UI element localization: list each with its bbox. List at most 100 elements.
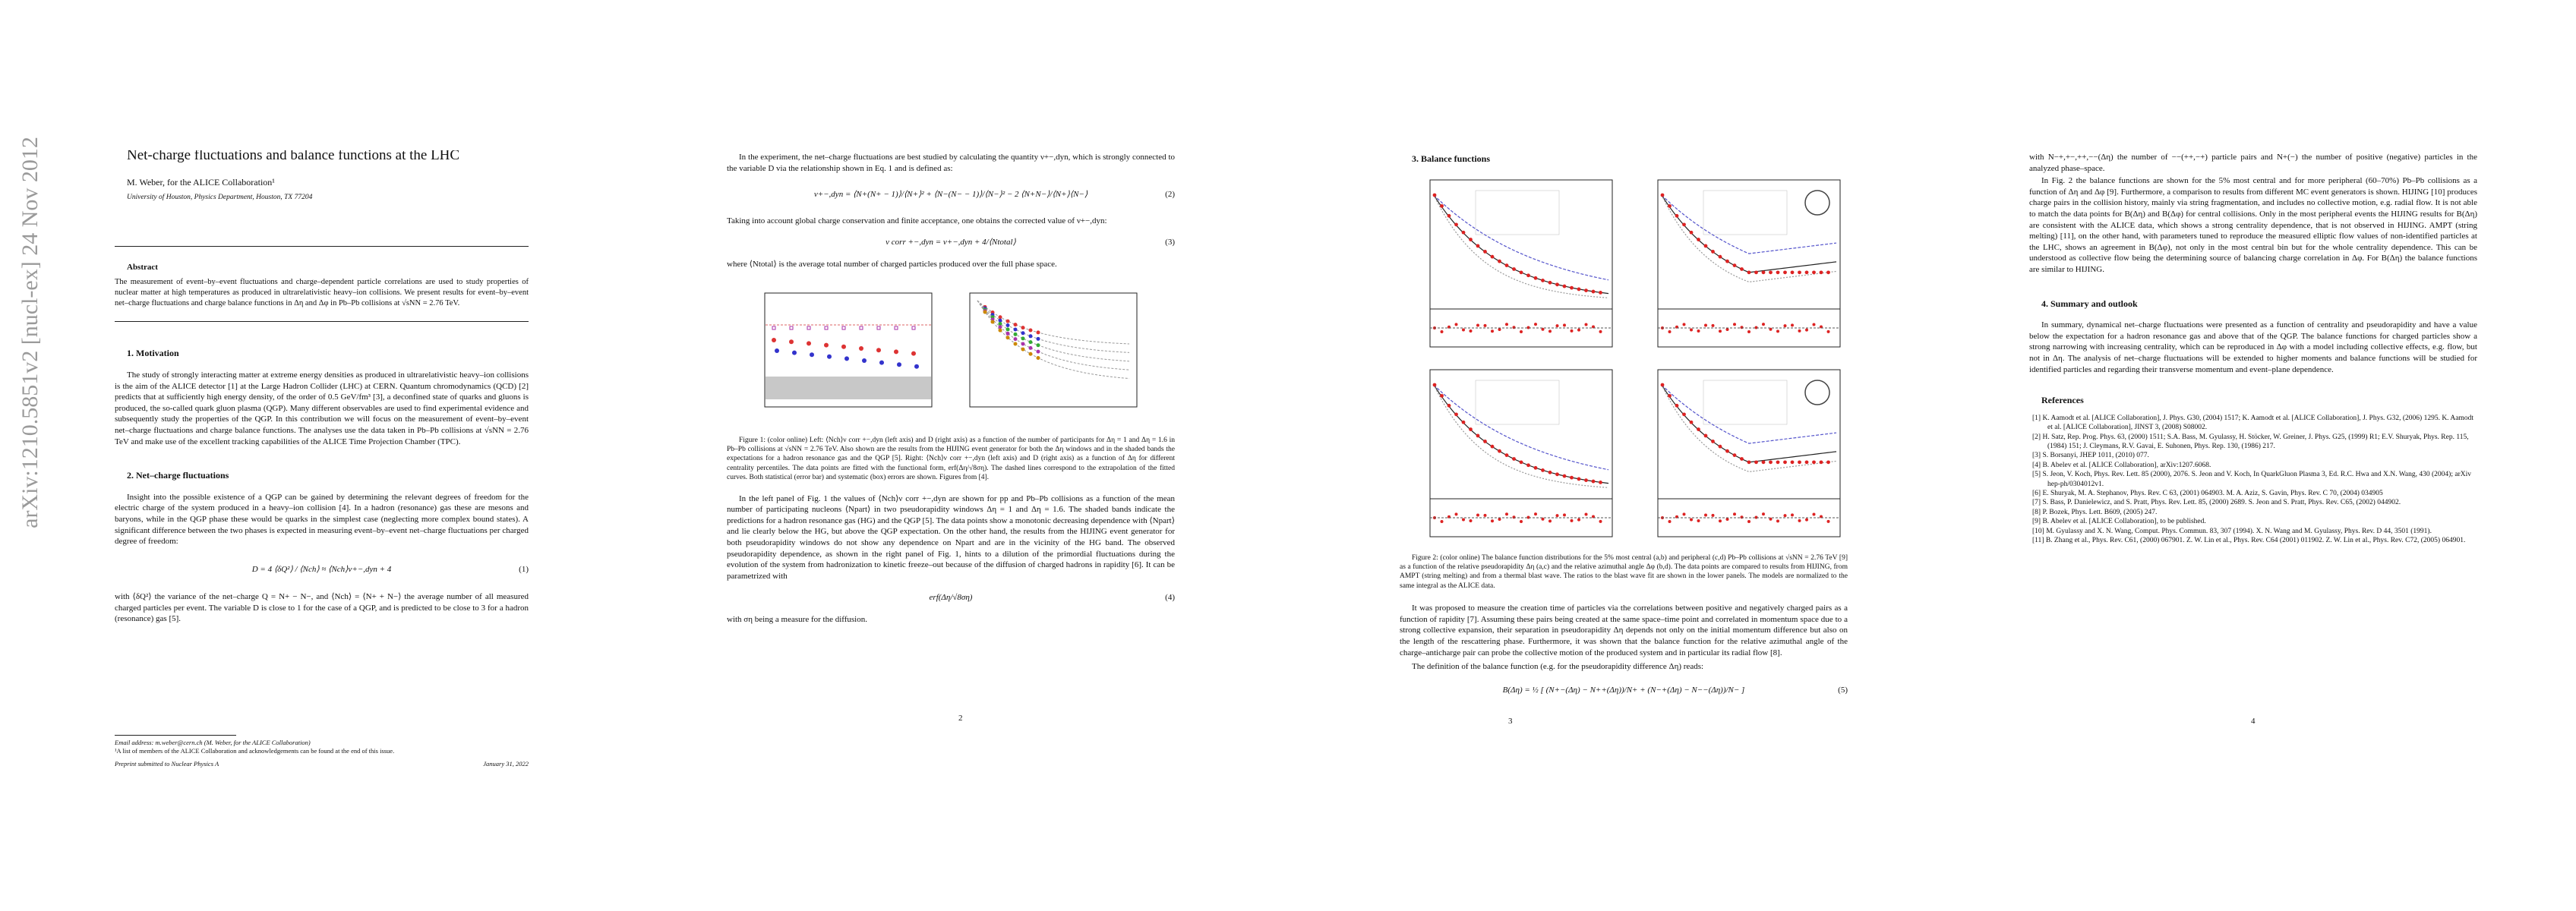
legend-box — [1703, 190, 1788, 235]
ratio-marker — [1682, 512, 1686, 515]
marker — [1599, 480, 1602, 484]
ratio-marker — [1534, 512, 1537, 515]
marker — [1718, 444, 1722, 449]
marker — [1021, 347, 1025, 351]
model-curve — [1433, 384, 1609, 470]
reference: [11] B. Zhang et al., Phys. Rev. C61, (2… — [2032, 536, 2466, 544]
marker — [1747, 460, 1751, 464]
ratio-marker — [1505, 322, 1508, 326]
marker — [998, 328, 1002, 333]
page-number: 4 — [2251, 717, 2256, 726]
ratio-marker — [1462, 518, 1465, 522]
ratio-marker — [1719, 329, 1722, 333]
marker — [990, 320, 995, 324]
rule — [115, 245, 529, 247]
marker — [1577, 477, 1581, 481]
model-curve — [1433, 194, 1609, 298]
marker — [807, 326, 811, 330]
equation-number: (5) — [1838, 685, 1848, 695]
ratio-marker — [1483, 323, 1487, 327]
marker — [911, 326, 916, 330]
marker — [1036, 342, 1040, 347]
marker — [1512, 266, 1516, 271]
marker — [862, 358, 867, 363]
ratio-marker — [1697, 519, 1700, 522]
page-number: 2 — [958, 714, 963, 723]
equation-number: (4) — [1165, 593, 1175, 603]
marker — [789, 326, 794, 330]
ratio-marker — [1805, 328, 1808, 332]
ratio-marker — [1697, 329, 1700, 333]
ratio-marker — [1798, 329, 1801, 333]
marker — [1555, 471, 1559, 476]
marker — [998, 324, 1002, 329]
marker — [1005, 323, 1010, 327]
marker — [1013, 332, 1018, 336]
equation-number: (1) — [519, 564, 529, 574]
affiliation: University of Houston, Physics Departmen… — [127, 194, 313, 202]
marker — [1725, 449, 1729, 453]
marker — [844, 355, 849, 361]
ratio-marker — [1826, 329, 1830, 333]
ratio-marker — [1668, 519, 1672, 523]
legend-box — [1703, 380, 1788, 424]
marker — [1541, 468, 1545, 472]
marker — [1519, 460, 1523, 464]
marker — [1697, 237, 1700, 241]
ratio-marker — [1548, 519, 1552, 522]
marker — [1776, 460, 1780, 464]
marker — [824, 326, 829, 330]
marker — [1660, 383, 1665, 386]
page-1-footer: Email address: m.weber@cern.ch (M. Weber… — [115, 735, 529, 780]
marker — [1812, 460, 1816, 464]
marker — [1584, 288, 1588, 292]
marker — [1021, 342, 1025, 346]
ratio-marker — [1526, 326, 1530, 329]
marker — [1826, 270, 1830, 274]
equation-body: ν+−,dyn = ⟨N+(N+ − 1)⟩/⟨N+⟩² + ⟨N−(N− − … — [813, 190, 1088, 200]
marker — [807, 340, 811, 345]
equation-body: D = 4 ⟨δQ²⟩ / ⟨Nch⟩ ≈ ⟨Nch⟩ν+−,dyn + 4 — [251, 564, 392, 574]
reference: [6] E. Shuryak, M. A. Stephanov, Phys. R… — [2032, 489, 2383, 497]
abstract: The measurement of event–by–event fluctu… — [115, 278, 529, 308]
footer-left: Preprint submitted to Nuclear Physics A — [115, 760, 219, 768]
equation: erf(Δη/√8ση) (4) — [727, 592, 1175, 604]
footnote: ¹A list of members of the ALICE Collabor… — [115, 747, 395, 755]
figure-1 — [764, 292, 1138, 408]
paragraph: The study of strongly interacting matter… — [115, 370, 529, 446]
model-curve — [1433, 194, 1609, 280]
marker — [1711, 439, 1715, 443]
section-heading: 3. Balance functions — [1412, 153, 1491, 164]
marker — [1021, 330, 1025, 335]
marker — [998, 321, 1002, 326]
marker — [1036, 329, 1040, 334]
ratio-marker — [1776, 519, 1779, 522]
marker — [1013, 336, 1018, 341]
marker — [1526, 462, 1530, 467]
marker — [1028, 351, 1033, 356]
ratio-marker — [1747, 329, 1750, 333]
marker — [1036, 336, 1040, 341]
paragraph: Insight into the possible existence of a… — [115, 492, 529, 547]
ratio-marker — [1725, 517, 1729, 521]
marker — [1013, 322, 1018, 326]
figure-caption: Figure 2: (color online) The balance fun… — [1400, 553, 1848, 590]
marker — [1769, 460, 1773, 464]
marker — [824, 342, 829, 348]
ratio-marker — [1498, 327, 1501, 331]
paragraph: In Fig. 2 the balance functions are show… — [2029, 176, 2477, 274]
marker — [1476, 244, 1480, 247]
paragraph: with ⟨δQ²⟩ the variance of the net–charg… — [115, 592, 529, 624]
marker — [894, 326, 898, 330]
logo — [1804, 379, 1830, 405]
ratio-marker — [1469, 329, 1473, 333]
marker — [879, 360, 884, 365]
ratio-marker — [1570, 329, 1574, 333]
marker — [1826, 460, 1830, 464]
marker — [998, 314, 1002, 319]
paragraph: where ⟨Ntotal⟩ is the average total numb… — [727, 259, 1057, 269]
marker — [1725, 259, 1729, 263]
ratio-marker — [1577, 518, 1580, 522]
marker — [1504, 263, 1509, 267]
